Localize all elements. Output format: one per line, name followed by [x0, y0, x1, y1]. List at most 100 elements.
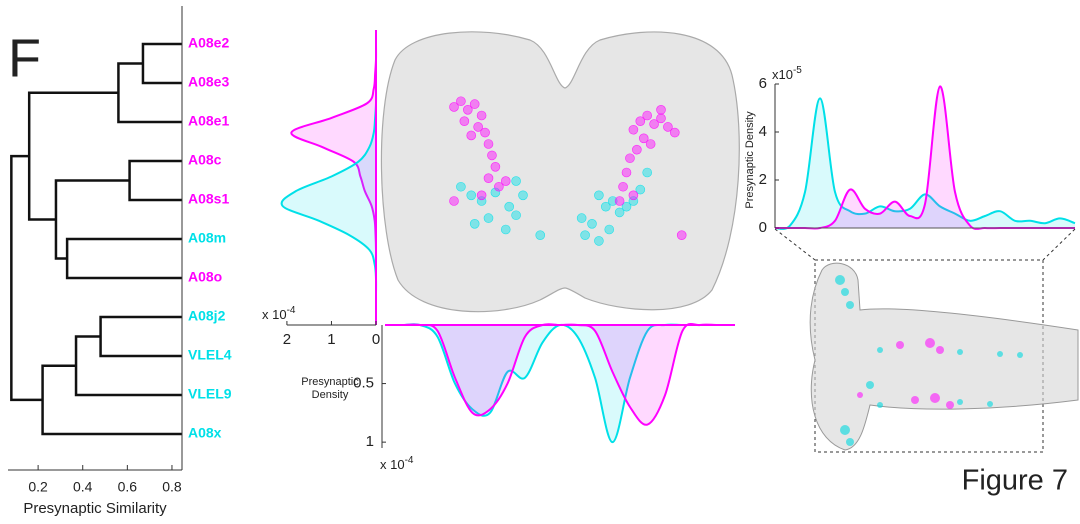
scatter-point [629, 191, 638, 200]
scatter-point [622, 168, 631, 177]
scatter-point [484, 140, 493, 149]
dendrogram-link [29, 93, 118, 220]
leaf-label: A08s1 [188, 191, 229, 207]
zoom-guide [775, 229, 815, 260]
density-fill [282, 30, 377, 323]
scatter-point [619, 182, 628, 191]
render-3d [810, 263, 1078, 450]
y-axis-label: Presynaptic [301, 376, 359, 388]
scatter-point [484, 174, 493, 183]
scatter-point [512, 177, 521, 186]
dendrogram-link [101, 317, 182, 356]
scatter-point [643, 168, 652, 177]
tick-label: 1 [366, 433, 374, 450]
scatter-point [487, 151, 496, 160]
scatter-point [615, 197, 624, 206]
leaf-label: A08e2 [188, 35, 229, 51]
figure-label: Figure 7 [962, 465, 1068, 497]
scatter-point [677, 231, 686, 240]
leaf-label: A08j2 [188, 308, 226, 324]
x-tick-label: 0.6 [118, 479, 138, 495]
density-fill [385, 324, 735, 442]
scatter-point [477, 191, 486, 200]
scatter-point [456, 97, 465, 106]
scatter-point [629, 125, 638, 134]
scatter-point [588, 219, 597, 228]
scatter-point [605, 225, 614, 234]
scatter-point [670, 128, 679, 137]
tick-label: 6 [759, 75, 767, 92]
dendrogram-link [11, 156, 42, 400]
leaf-label: A08e1 [188, 113, 229, 129]
scatter-point [467, 131, 476, 140]
panel-label: F [8, 28, 41, 88]
x-tick-label: 0.8 [162, 479, 182, 495]
zoom-guide [1043, 229, 1075, 260]
figure: F Figure 7 A08e2 A08e3 A08e1 A08c A08s1 A08m A… [0, 0, 1080, 524]
scale-label: x 10-4 [380, 455, 414, 473]
section-outline [381, 32, 739, 312]
scatter-point [512, 211, 521, 220]
scatter-point [594, 191, 603, 200]
scatter-point [657, 114, 666, 123]
dendrogram-link [130, 161, 182, 200]
scale-base: x10 [772, 67, 793, 82]
scale-exponent: -5 [793, 65, 802, 76]
density-fill [385, 324, 735, 425]
scatter-point [646, 140, 655, 149]
tick-label: 2 [283, 331, 291, 348]
scatter-point [491, 162, 500, 171]
scatter-point [643, 111, 652, 120]
dendrogram-link [76, 337, 182, 396]
scatter-point [456, 182, 465, 191]
dendrogram-link [118, 64, 182, 123]
x-tick-label: 0.2 [28, 479, 48, 495]
scatter-point [657, 105, 666, 114]
y-axis-label: Presynaptic Density [744, 111, 756, 209]
scale-exponent: -4 [405, 455, 414, 466]
scatter-point [467, 191, 476, 200]
scale-base: x 10 [380, 457, 405, 472]
y-axis-label: Density [312, 389, 349, 401]
leaf-label: A08c [188, 152, 222, 168]
tick-label: 2 [759, 171, 767, 188]
dendrogram-link [43, 366, 182, 434]
scatter-point [577, 214, 586, 223]
scatter-point [470, 100, 479, 109]
scale-base: x 10 [262, 307, 287, 322]
scatter-point [501, 177, 510, 186]
scatter-point [625, 154, 634, 163]
scatter-point [470, 219, 479, 228]
scatter-point [505, 202, 514, 211]
tick-label: 0 [372, 331, 380, 348]
tick-label: 0 [759, 219, 767, 236]
tick-label: 1 [327, 331, 335, 348]
scatter-point [594, 236, 603, 245]
scatter-point [460, 117, 469, 126]
leaf-label: A08o [188, 269, 222, 285]
scatter-point [501, 225, 510, 234]
dendrogram-link [143, 44, 182, 83]
scale-label: x10-5 [772, 65, 802, 83]
density-line [385, 324, 735, 442]
dendrogram-link [67, 239, 182, 278]
density-line [385, 324, 735, 425]
scatter-point [581, 231, 590, 240]
leaf-label: A08x [188, 425, 222, 441]
scale-exponent: -4 [287, 305, 296, 316]
leaf-label: VLEL4 [188, 347, 232, 363]
scatter-point [632, 145, 641, 154]
tick-label: 4 [759, 123, 767, 140]
scatter-point [536, 231, 545, 240]
leaf-label: A08e3 [188, 74, 229, 90]
scale-label: x 10-4 [262, 305, 296, 323]
scatter-point [477, 111, 486, 120]
scatter-point [519, 191, 528, 200]
leaf-label: A08m [188, 230, 226, 246]
scatter-point [484, 214, 493, 223]
leaf-label: VLEL9 [188, 386, 232, 402]
scatter-point [481, 128, 490, 137]
x-axis-label: Presynaptic Similarity [23, 500, 167, 517]
scatter-point [450, 197, 459, 206]
x-tick-label: 0.4 [73, 479, 93, 495]
